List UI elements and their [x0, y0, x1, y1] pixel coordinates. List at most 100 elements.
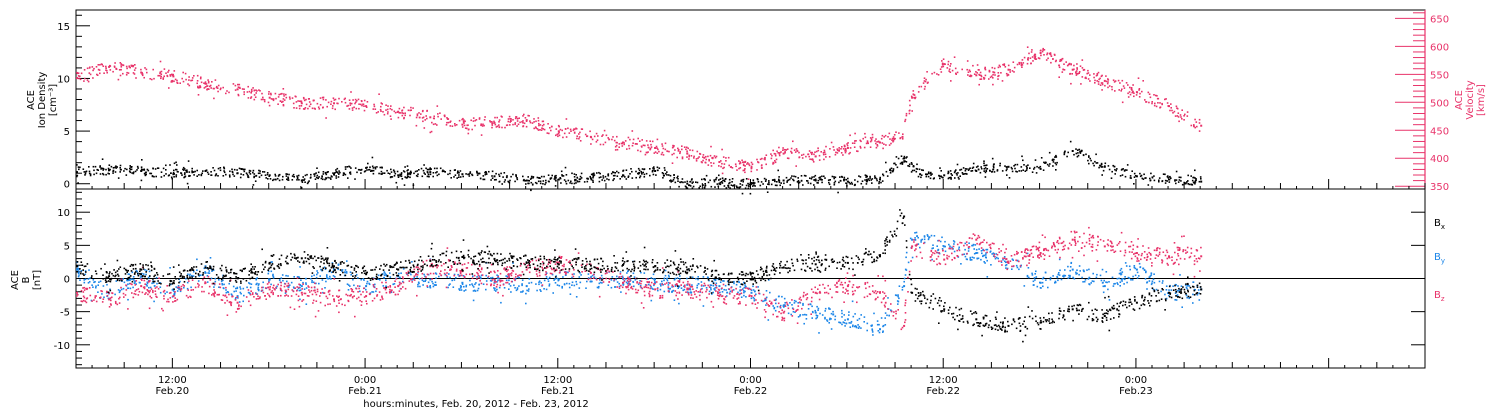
by-point [970, 259, 973, 261]
by-point [225, 289, 227, 291]
bz-point [1103, 245, 1106, 248]
by-point [930, 234, 933, 237]
by-point [385, 273, 387, 276]
bz-point [290, 295, 293, 297]
density-point [527, 182, 529, 185]
by-point [943, 245, 946, 248]
density-point [578, 180, 581, 183]
velocity-point [832, 146, 835, 148]
density-point [485, 173, 487, 175]
by-point [500, 301, 502, 304]
density-point [96, 168, 98, 171]
by-point [715, 285, 718, 287]
by-point [679, 275, 681, 277]
velocity-point [1033, 57, 1036, 59]
density-point [960, 168, 963, 171]
bz-point [219, 286, 222, 289]
density-point [778, 178, 780, 181]
by-point [303, 288, 306, 290]
velocity-point [555, 134, 557, 137]
bz-point [628, 277, 631, 280]
velocity-point [818, 159, 821, 161]
density-point [350, 167, 352, 169]
density-point [292, 173, 295, 176]
velocity-point [102, 65, 105, 67]
density-point [95, 172, 98, 175]
by-point [204, 271, 207, 274]
by-point [984, 262, 986, 264]
by-point [1063, 274, 1065, 277]
density-point [701, 178, 703, 181]
velocity-point [591, 138, 594, 141]
by-point [91, 284, 93, 286]
density-point [436, 174, 439, 177]
velocity-point [835, 151, 837, 154]
bz-point [218, 283, 221, 285]
by-point [828, 322, 830, 324]
density-point [878, 182, 880, 185]
velocity-point [252, 87, 254, 89]
velocity-point [829, 148, 831, 150]
by-point [1016, 259, 1019, 262]
by-point [341, 270, 343, 272]
by-point [1071, 268, 1074, 271]
bz-point [313, 286, 316, 288]
density-point [407, 172, 409, 174]
by-point [461, 283, 464, 285]
velocity-point [870, 138, 873, 140]
velocity-point [515, 116, 518, 118]
velocity-point [516, 118, 519, 120]
velocity-point [613, 139, 616, 142]
density-point [817, 179, 820, 182]
bz-point [846, 272, 849, 274]
velocity-point [1075, 72, 1077, 75]
density-point [327, 176, 329, 179]
density-point [266, 172, 269, 174]
velocity-point [1195, 121, 1198, 123]
by-point [508, 288, 510, 290]
velocity-point [1013, 71, 1015, 73]
velocity-point [761, 157, 763, 160]
density-point [498, 180, 501, 183]
by-point [1005, 261, 1007, 264]
by-point [678, 302, 680, 305]
velocity-point [631, 130, 634, 132]
velocity-point [533, 118, 535, 120]
by-point [249, 286, 252, 289]
velocity-point [267, 101, 270, 104]
bz-point [535, 259, 538, 262]
velocity-point [1176, 107, 1178, 109]
bz-point [152, 291, 154, 294]
velocity-point [313, 99, 315, 102]
velocity-point [440, 118, 442, 120]
bz-point [738, 293, 741, 296]
velocity-point [1043, 54, 1045, 56]
by-point [406, 273, 408, 276]
density-point [741, 192, 744, 195]
velocity-point [851, 142, 854, 144]
by-point [398, 272, 400, 275]
density-point [304, 174, 307, 177]
bz-point [478, 276, 480, 279]
by-point [495, 290, 497, 292]
velocity-point [734, 163, 737, 165]
density-point [1101, 174, 1103, 176]
density-point [673, 174, 675, 176]
velocity-point [628, 147, 631, 150]
density-point [933, 177, 935, 179]
velocity-point [298, 105, 301, 107]
density-point [805, 175, 807, 177]
bz-point [780, 312, 782, 315]
velocity-point [422, 116, 425, 119]
velocity-point [895, 131, 897, 133]
density-point [790, 177, 792, 179]
by-point [841, 323, 843, 326]
density-point [125, 174, 128, 176]
density-point [961, 172, 964, 174]
bz-point [640, 282, 642, 285]
velocity-point [623, 141, 625, 144]
density-point [223, 171, 226, 174]
density-point [557, 178, 560, 181]
by-point [109, 288, 111, 291]
density-point [240, 173, 242, 175]
